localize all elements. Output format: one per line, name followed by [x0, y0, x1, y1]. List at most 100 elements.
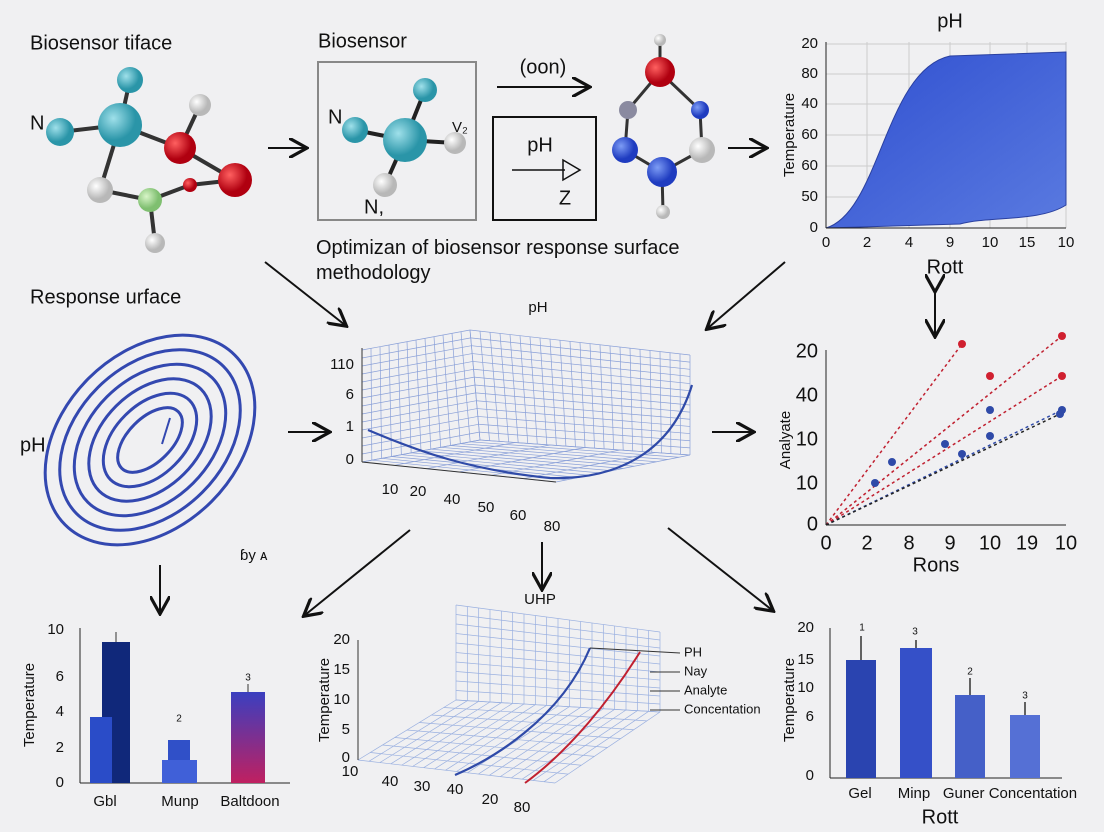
- x-tick-label: 80: [514, 799, 531, 816]
- mesh-line: [361, 353, 473, 375]
- mesh-line: [491, 449, 621, 476]
- mesh: [361, 329, 691, 483]
- y-tick-label: 0: [807, 513, 818, 535]
- x-tick-label: Gbl: [93, 793, 116, 810]
- mesh-line: [455, 699, 661, 713]
- arrows: [160, 261, 786, 615]
- atoms: [46, 67, 252, 253]
- y-tick-label: 6: [56, 668, 64, 685]
- mesh-line: [361, 423, 479, 447]
- x-tick-label: 10: [382, 481, 399, 498]
- x-tick-label: 8: [903, 532, 914, 554]
- x-tick-label: 10: [979, 532, 1001, 554]
- box-label: pH: [527, 134, 553, 156]
- mesh-line: [382, 744, 582, 766]
- x-tick-label: 0: [820, 532, 831, 554]
- y-tick-label: 20: [796, 340, 818, 362]
- mesh-line: [419, 722, 621, 739]
- x-axis-label: Rott: [927, 256, 964, 278]
- y-tick-label: 2: [56, 739, 64, 756]
- mesh-line: [455, 680, 661, 697]
- mesh-line: [431, 714, 634, 731]
- box-label: Z: [559, 187, 571, 209]
- mesh-line: [394, 442, 516, 466]
- x-tick-label: Baltdoon: [220, 793, 279, 810]
- ring: [43, 333, 257, 547]
- y-tick-label: 15: [797, 651, 814, 668]
- mesh-line: [361, 345, 472, 367]
- mesh-line: [361, 368, 474, 391]
- x-tick-label: 20: [410, 483, 427, 500]
- y-tick-label: 0: [342, 749, 350, 766]
- ring: [72, 362, 228, 518]
- x-tick-label: 10: [342, 763, 359, 780]
- mesh-line: [523, 452, 656, 480]
- x-tick-label: 4: [905, 234, 913, 251]
- x-axis-label: Rott: [922, 806, 959, 828]
- x-tick-label: Munp: [161, 793, 199, 810]
- y-tick-label: 110: [330, 356, 354, 373]
- mesh-line: [455, 604, 661, 633]
- y-tick-label: 40: [796, 384, 818, 406]
- y-axis-label: Temperature: [781, 93, 798, 177]
- x-tick-label: 20: [482, 791, 499, 808]
- atom-label: N,: [364, 196, 384, 218]
- bar-label: 3: [1022, 691, 1028, 702]
- mesh-line: [455, 652, 661, 673]
- frame: [317, 61, 477, 221]
- fit-lines: [825, 335, 1063, 526]
- ring: [87, 377, 213, 503]
- y-axis-label: Temperature: [316, 658, 333, 742]
- legend-label: PH: [684, 644, 702, 659]
- x-tick-label: 40: [382, 773, 399, 790]
- atom-label: N: [328, 106, 342, 128]
- mesh-line: [361, 408, 478, 431]
- x-tick-label: 40: [447, 781, 464, 798]
- panel-title: pH: [528, 299, 547, 316]
- ring: [116, 406, 184, 474]
- panel-title: Biosensor tiface: [30, 32, 172, 54]
- mesh-line: [370, 752, 569, 775]
- y-axis-label: Temperature: [21, 663, 38, 747]
- panel-title: Response urface: [30, 286, 181, 308]
- bar-label: 2: [176, 714, 182, 725]
- mesh-line: [361, 392, 476, 415]
- y-tick-label: 50: [801, 188, 818, 205]
- atom-label: V₂: [452, 119, 468, 136]
- y-tick-label: 10: [796, 472, 818, 494]
- atom-label: N: [30, 112, 44, 134]
- mesh-line: [470, 337, 691, 363]
- y-tick-label: 0: [346, 451, 354, 468]
- legend-label: Nay: [684, 663, 708, 678]
- panel-title: UHP: [524, 591, 556, 608]
- frame: [492, 116, 597, 221]
- y-tick-label: 0: [806, 767, 814, 784]
- y-tick-label: 10: [796, 428, 818, 450]
- mesh-line: [455, 671, 661, 689]
- mesh-line: [473, 368, 691, 392]
- x-tick-label: 40: [444, 491, 461, 508]
- mesh-line: [406, 729, 608, 748]
- mesh-line: [455, 633, 661, 657]
- mesh-line: [477, 416, 691, 434]
- mesh-line: [455, 623, 661, 649]
- caption: Optimizan of biosensor response surface …: [316, 237, 680, 284]
- x-tick-label: 9: [944, 532, 955, 554]
- x-tick-label: 10: [1055, 532, 1077, 554]
- mesh-line: [361, 431, 480, 455]
- mesh-line: [455, 642, 661, 665]
- x-tick-label: 15: [1019, 234, 1036, 251]
- mesh-line: [361, 376, 475, 399]
- atoms: [612, 34, 715, 219]
- mesh-line: [476, 400, 691, 420]
- y-tick-label: 20: [797, 619, 814, 636]
- points: [871, 332, 1066, 487]
- arrow-label: (oon): [520, 56, 567, 78]
- x-tick-label: 2: [861, 532, 872, 554]
- mesh-line: [361, 337, 471, 359]
- mesh-line: [361, 384, 476, 407]
- curve: [454, 647, 592, 777]
- mesh-line: [361, 400, 477, 423]
- mesh-line: [474, 376, 691, 399]
